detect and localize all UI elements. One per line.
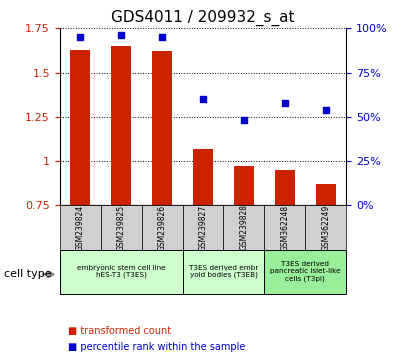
Text: GSM239824: GSM239824 (76, 204, 85, 251)
FancyBboxPatch shape (183, 250, 264, 294)
Text: GSM362248: GSM362248 (280, 204, 289, 251)
FancyBboxPatch shape (305, 205, 346, 250)
FancyBboxPatch shape (60, 250, 183, 294)
Text: GSM239826: GSM239826 (158, 204, 166, 251)
Text: cell type: cell type (4, 269, 52, 279)
Bar (70, 50, 90, 205)
Title: GDS4011 / 209932_s_at: GDS4011 / 209932_s_at (111, 9, 295, 25)
FancyBboxPatch shape (264, 250, 346, 294)
Text: ■ transformed count: ■ transformed count (68, 326, 171, 336)
FancyBboxPatch shape (183, 205, 223, 250)
Text: GSM239827: GSM239827 (199, 204, 207, 251)
Point (118, 33, 124, 38)
Text: GSM239828: GSM239828 (240, 205, 248, 250)
FancyBboxPatch shape (142, 205, 183, 250)
Text: T3ES derived
pancreatic islet-like
cells (T3pi): T3ES derived pancreatic islet-like cells… (270, 262, 341, 282)
FancyBboxPatch shape (264, 205, 305, 250)
Point (77, 34, 83, 40)
Bar (152, 51, 172, 205)
Point (159, 34, 165, 40)
Point (241, 118, 247, 123)
Point (282, 100, 288, 105)
Text: GSM362249: GSM362249 (321, 204, 330, 251)
FancyBboxPatch shape (101, 205, 142, 250)
Point (200, 96, 206, 102)
Text: embryonic stem cell line
hES-T3 (T3ES): embryonic stem cell line hES-T3 (T3ES) (77, 265, 166, 279)
Bar (234, 166, 254, 205)
Bar (275, 170, 295, 205)
FancyBboxPatch shape (60, 205, 101, 250)
Text: T3ES derived embr
yoid bodies (T3EB): T3ES derived embr yoid bodies (T3EB) (189, 265, 258, 279)
Text: GSM239825: GSM239825 (117, 204, 126, 251)
FancyBboxPatch shape (223, 205, 264, 250)
Bar (193, 149, 213, 205)
Point (323, 107, 329, 113)
Text: ■ percentile rank within the sample: ■ percentile rank within the sample (68, 342, 245, 352)
Bar (111, 46, 131, 205)
Bar (316, 184, 336, 205)
